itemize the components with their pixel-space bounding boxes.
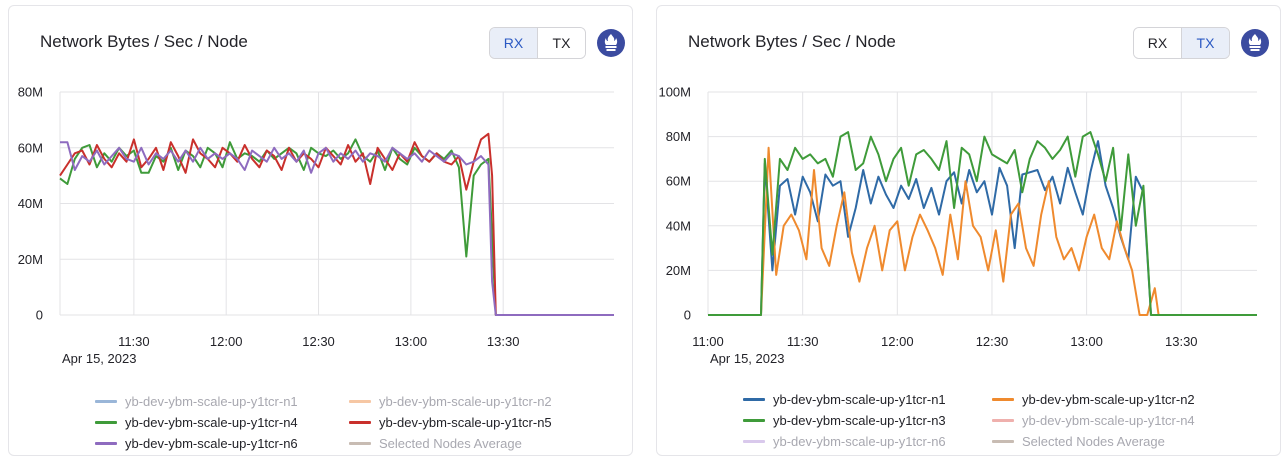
x-date-label: Apr 15, 2023 — [62, 351, 136, 366]
legend-item[interactable]: yb-dev-ybm-scale-up-y1tcr-n2 — [349, 394, 552, 409]
legend-item[interactable]: yb-dev-ybm-scale-up-y1tcr-n6 — [743, 434, 946, 449]
series-line — [60, 141, 614, 316]
y-tick-label: 20M — [18, 252, 43, 267]
legend-item[interactable]: yb-dev-ybm-scale-up-y1tcr-n2 — [992, 392, 1195, 407]
tx-toggle-button[interactable]: TX — [1181, 28, 1229, 58]
y-tick-label: 0 — [684, 308, 691, 323]
x-tick-label: 12:00 — [881, 334, 914, 349]
x-tick-label: 12:30 — [302, 334, 335, 349]
legend-item[interactable]: Selected Nodes Average — [992, 434, 1165, 449]
rx-toggle-button[interactable]: RX — [1134, 28, 1181, 58]
tx-toggle-button[interactable]: TX — [537, 28, 585, 58]
legend-swatch — [95, 421, 117, 424]
x-tick-label: 13:00 — [395, 334, 428, 349]
legend-swatch — [743, 419, 765, 422]
legend-label: yb-dev-ybm-scale-up-y1tcr-n6 — [773, 434, 946, 449]
x-tick-label: 11:30 — [118, 334, 150, 349]
legend-item[interactable]: yb-dev-ybm-scale-up-y1tcr-n4 — [95, 415, 298, 430]
legend-swatch — [349, 421, 371, 424]
rx-tx-toggle: RX TX — [1133, 27, 1230, 59]
chart-panel-rx: Network Bytes / Sec / Node RX TX 0 20M 40M… — [8, 5, 633, 456]
y-tick-label: 40M — [666, 218, 691, 233]
y-tick-label: 20M — [666, 263, 691, 278]
legend-item[interactable]: Selected Nodes Average — [349, 436, 522, 451]
legend-swatch — [349, 442, 371, 445]
x-tick-label: 13:30 — [1165, 334, 1198, 349]
y-tick-label: 100M — [658, 85, 691, 100]
legend-label: yb-dev-ybm-scale-up-y1tcr-n2 — [1022, 392, 1195, 407]
series-line — [708, 131, 1257, 316]
legend-swatch — [95, 442, 117, 445]
panel-title: Network Bytes / Sec / Node — [40, 32, 248, 51]
legend-item[interactable]: yb-dev-ybm-scale-up-y1tcr-n5 — [349, 415, 552, 430]
legend-label: yb-dev-ybm-scale-up-y1tcr-n6 — [125, 436, 298, 451]
prometheus-icon[interactable] — [1241, 29, 1269, 57]
x-tick-label: 13:30 — [487, 334, 520, 349]
series-line — [59, 132, 614, 316]
y-tick-label: 60M — [18, 140, 43, 155]
legend-label: yb-dev-ybm-scale-up-y1tcr-n1 — [125, 394, 298, 409]
legend-swatch — [95, 400, 117, 403]
y-tick-label: 0 — [36, 308, 43, 323]
x-tick-label: 12:00 — [210, 334, 243, 349]
panel-title: Network Bytes / Sec / Node — [688, 32, 896, 51]
rx-toggle-button[interactable]: RX — [490, 28, 537, 58]
y-tick-label: 60M — [666, 174, 691, 189]
y-tick-label: 80M — [18, 85, 43, 100]
x-date-label: Apr 15, 2023 — [710, 351, 784, 366]
prometheus-icon[interactable] — [597, 29, 625, 57]
legend-label: Selected Nodes Average — [1022, 434, 1165, 449]
legend-item[interactable]: yb-dev-ybm-scale-up-y1tcr-n1 — [743, 392, 946, 407]
legend-swatch — [743, 398, 765, 401]
legend-swatch — [992, 419, 1014, 422]
legend-label: Selected Nodes Average — [379, 436, 522, 451]
legend-item[interactable]: yb-dev-ybm-scale-up-y1tcr-n1 — [95, 394, 298, 409]
legend-swatch — [349, 400, 371, 403]
legend-swatch — [992, 440, 1014, 443]
legend-label: yb-dev-ybm-scale-up-y1tcr-n1 — [773, 392, 946, 407]
legend-item[interactable]: yb-dev-ybm-scale-up-y1tcr-n3 — [743, 413, 946, 428]
rx-tx-toggle: RX TX — [489, 27, 586, 59]
legend-item[interactable]: yb-dev-ybm-scale-up-y1tcr-n4 — [992, 413, 1195, 428]
network-rx-line-chart: 0 20M 40M 60M 80M 11:30 12:00 12:30 13:00 13:30 Ap… — [18, 85, 614, 366]
legend-label: yb-dev-ybm-scale-up-y1tcr-n2 — [379, 394, 552, 409]
legend-swatch — [743, 440, 765, 443]
x-tick-label: 13:00 — [1070, 334, 1103, 349]
x-tick-label: 11:30 — [787, 334, 819, 349]
network-tx-line-chart: 0 20M 40M 60M 80M 100M 11:00 11:30 12:00 12:30 13:… — [658, 85, 1257, 366]
series-line — [708, 146, 1257, 316]
legend-label: yb-dev-ybm-scale-up-y1tcr-n3 — [773, 413, 946, 428]
series-line — [708, 140, 1257, 316]
y-tick-label: 80M — [666, 129, 691, 144]
legend-item[interactable]: yb-dev-ybm-scale-up-y1tcr-n6 — [95, 436, 298, 451]
legend-label: yb-dev-ybm-scale-up-y1tcr-n4 — [125, 415, 298, 430]
y-tick-label: 40M — [18, 196, 43, 211]
x-tick-label: 12:30 — [976, 334, 1009, 349]
legend-swatch — [992, 398, 1014, 401]
legend-label: yb-dev-ybm-scale-up-y1tcr-n5 — [379, 415, 552, 430]
legend-label: yb-dev-ybm-scale-up-y1tcr-n4 — [1022, 413, 1195, 428]
x-tick-label: 11:00 — [692, 334, 724, 349]
chart-panel-tx: Network Bytes / Sec / Node RX TX 0 20M 40M… — [656, 5, 1281, 456]
